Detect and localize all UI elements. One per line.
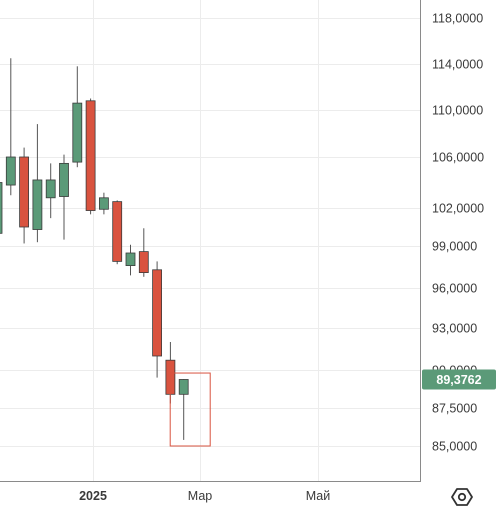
- y-tick-label: 118,0000: [432, 12, 483, 26]
- candle-body: [138, 251, 149, 274]
- candle-body: [112, 201, 123, 262]
- y-tick-label: 85,0000: [432, 440, 477, 454]
- x-tick-label: Мар: [188, 489, 213, 503]
- y-tick-label: 102,0000: [432, 202, 484, 216]
- last-price-tag: 89,3762: [422, 369, 496, 390]
- candle: [45, 163, 56, 219]
- candles: [0, 58, 189, 440]
- candle: [85, 98, 96, 215]
- candle-body: [5, 156, 16, 186]
- candle-body: [85, 100, 96, 211]
- candle: [5, 58, 16, 196]
- settings-icon: [451, 488, 473, 506]
- candle: [125, 244, 136, 276]
- y-axis-ticks: 118,0000 114,0000 110,0000 106,0000 102,0000…: [432, 12, 484, 454]
- candle-body: [59, 162, 69, 197]
- y-tick-label: 110,0000: [432, 104, 483, 118]
- candle-body: [125, 252, 136, 267]
- candle: [72, 66, 83, 168]
- candle-body: [72, 102, 83, 163]
- x-tick-label: 2025: [79, 489, 107, 503]
- highlight-box: [169, 372, 211, 447]
- y-tick-label: 96,0000: [432, 282, 477, 296]
- candle: [59, 154, 69, 240]
- candle-body: [152, 269, 163, 357]
- candle: [152, 261, 163, 378]
- candle-body: [19, 156, 30, 228]
- y-tick-label: 114,0000: [432, 58, 483, 72]
- candle: [0, 182, 3, 234]
- candle: [99, 192, 109, 215]
- candle-body: [99, 197, 109, 210]
- y-tick-label: 99,0000: [432, 240, 477, 254]
- y-tick-label: 106,0000: [432, 151, 484, 165]
- candle-body: [45, 179, 56, 199]
- candle: [178, 379, 189, 440]
- candle-body: [0, 182, 3, 234]
- price-tag-bg: [422, 369, 496, 390]
- candle: [112, 200, 123, 265]
- price-tag-label: 89,3762: [436, 373, 481, 387]
- y-tick-label: 93,0000: [432, 322, 477, 336]
- highlight-rect: [169, 372, 211, 447]
- candle-body: [178, 379, 189, 395]
- y-tick-label: 87,5000: [432, 402, 477, 416]
- x-tick-label: Май: [306, 489, 331, 503]
- candle: [138, 228, 149, 277]
- candle: [32, 124, 43, 243]
- candle-body: [32, 179, 43, 230]
- candle: [19, 147, 30, 244]
- settings-button[interactable]: [449, 486, 475, 508]
- grid-lines: [0, 0, 420, 481]
- x-axis-ticks: 2025 Мар Май: [79, 489, 330, 503]
